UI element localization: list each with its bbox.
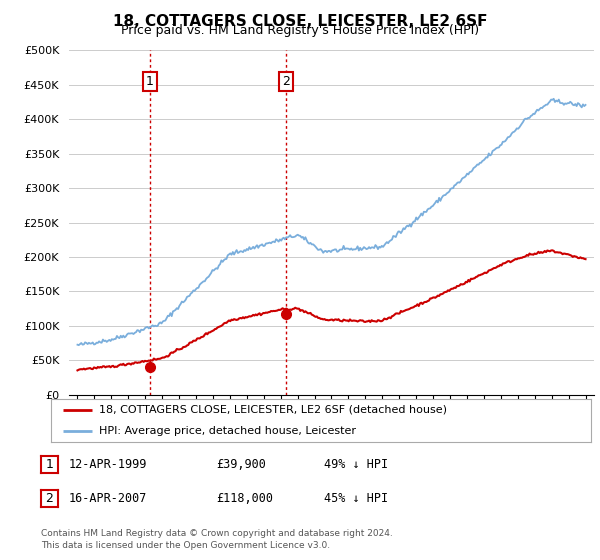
Text: Price paid vs. HM Land Registry's House Price Index (HPI): Price paid vs. HM Land Registry's House …: [121, 24, 479, 37]
Text: 18, COTTAGERS CLOSE, LEICESTER, LE2 6SF (detached house): 18, COTTAGERS CLOSE, LEICESTER, LE2 6SF …: [98, 405, 446, 414]
Text: 2: 2: [281, 75, 290, 88]
Text: £39,900: £39,900: [216, 458, 266, 472]
Text: 1: 1: [146, 75, 154, 88]
Text: 45% ↓ HPI: 45% ↓ HPI: [324, 492, 388, 505]
Text: HPI: Average price, detached house, Leicester: HPI: Average price, detached house, Leic…: [98, 427, 356, 436]
Text: 1: 1: [45, 458, 53, 472]
Text: Contains HM Land Registry data © Crown copyright and database right 2024.
This d: Contains HM Land Registry data © Crown c…: [41, 529, 392, 550]
Text: £118,000: £118,000: [216, 492, 273, 505]
Text: 12-APR-1999: 12-APR-1999: [69, 458, 148, 472]
Text: 16-APR-2007: 16-APR-2007: [69, 492, 148, 505]
Text: 18, COTTAGERS CLOSE, LEICESTER, LE2 6SF: 18, COTTAGERS CLOSE, LEICESTER, LE2 6SF: [113, 14, 487, 29]
Text: 2: 2: [45, 492, 53, 505]
Text: 49% ↓ HPI: 49% ↓ HPI: [324, 458, 388, 472]
